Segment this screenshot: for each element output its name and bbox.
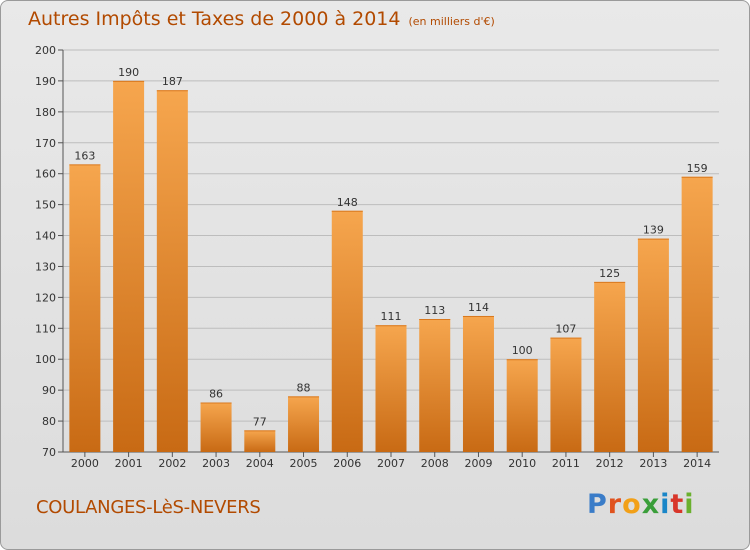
y-tick-label: 120 — [35, 291, 56, 304]
y-tick-label: 110 — [35, 322, 56, 335]
chart-title: Autres Impôts et Taxes de 2000 à 2014 (en… — [28, 8, 495, 30]
bar — [681, 176, 713, 453]
x-tick-label: 2006 — [333, 457, 361, 470]
y-tick-label: 170 — [35, 137, 56, 150]
bar — [69, 164, 101, 452]
data-label: 100 — [512, 344, 533, 357]
bar — [375, 325, 407, 452]
y-tick-label: 80 — [42, 415, 56, 428]
x-tick-label: 2000 — [71, 457, 99, 470]
y-tick-label: 150 — [35, 199, 56, 212]
y-tick-label: 140 — [35, 230, 56, 243]
x-tick-label: 2011 — [552, 457, 580, 470]
x-tick-label: 2003 — [202, 457, 230, 470]
y-tick-label: 180 — [35, 106, 56, 119]
x-tick-label: 2009 — [464, 457, 492, 470]
logo-letter: i — [660, 489, 671, 520]
x-tick-label: 2012 — [596, 457, 624, 470]
data-label: 139 — [643, 224, 664, 237]
data-label: 111 — [381, 310, 402, 323]
bar — [200, 402, 232, 452]
bar — [419, 319, 451, 452]
bar — [288, 396, 320, 452]
data-label: 107 — [555, 323, 576, 336]
commune-name: COULANGES-LèS-NEVERS — [36, 497, 261, 518]
bar — [244, 430, 276, 452]
bar — [113, 80, 145, 452]
data-label: 159 — [687, 162, 708, 175]
x-tick-label: 2010 — [508, 457, 536, 470]
bar — [462, 315, 494, 452]
x-tick-label: 2013 — [639, 457, 667, 470]
x-tick-label: 2014 — [683, 457, 711, 470]
y-tick-label: 100 — [35, 353, 56, 366]
logo-letter: r — [607, 489, 623, 520]
bar — [637, 238, 669, 452]
bar — [506, 359, 538, 452]
data-label: 77 — [253, 415, 267, 428]
y-tick-label: 70 — [42, 446, 56, 459]
proxiti-logo[interactable]: Proxiti — [587, 489, 695, 520]
data-label: 114 — [468, 301, 489, 314]
data-label: 148 — [337, 196, 358, 209]
data-label: 125 — [599, 267, 620, 280]
bar — [594, 281, 626, 452]
data-label: 187 — [162, 75, 183, 88]
logo-letter: o — [622, 489, 642, 520]
x-tick-label: 2004 — [246, 457, 274, 470]
y-tick-label: 190 — [35, 75, 56, 88]
chart-unit: (en milliers d'€) — [408, 15, 495, 28]
x-tick-label: 2002 — [158, 457, 186, 470]
bar — [550, 337, 582, 452]
data-label: 88 — [297, 381, 311, 394]
data-label: 86 — [209, 388, 223, 401]
logo-letter: i — [684, 489, 695, 520]
logo-letter: P — [587, 489, 608, 520]
logo-letter: x — [641, 489, 661, 520]
y-tick-label: 200 — [35, 44, 56, 57]
chart-title-main: Autres Impôts et Taxes de 2000 à 2014 — [28, 8, 401, 30]
x-tick-label: 2001 — [115, 457, 143, 470]
x-tick-label: 2007 — [377, 457, 405, 470]
y-tick-label: 160 — [35, 168, 56, 181]
data-label: 163 — [74, 149, 95, 162]
x-tick-label: 2005 — [290, 457, 318, 470]
bar — [156, 90, 188, 452]
data-label: 190 — [118, 66, 139, 79]
data-label: 113 — [424, 304, 445, 317]
y-tick-label: 130 — [35, 260, 56, 273]
bar — [331, 210, 363, 452]
y-tick-label: 90 — [42, 384, 56, 397]
logo-letter: t — [670, 489, 685, 520]
x-tick-label: 2008 — [421, 457, 449, 470]
